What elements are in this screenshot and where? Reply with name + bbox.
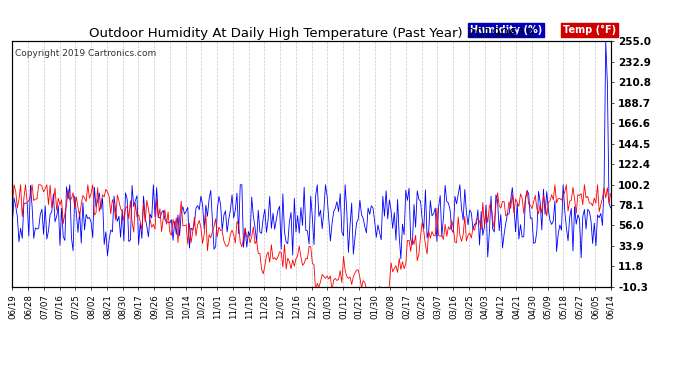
Text: Temp (°F): Temp (°F) <box>563 25 616 35</box>
Text: Copyright 2019 Cartronics.com: Copyright 2019 Cartronics.com <box>15 49 157 58</box>
Text: Humidity (%): Humidity (%) <box>470 25 542 35</box>
Title: Outdoor Humidity At Daily High Temperature (Past Year) 20190619: Outdoor Humidity At Daily High Temperatu… <box>89 27 534 40</box>
